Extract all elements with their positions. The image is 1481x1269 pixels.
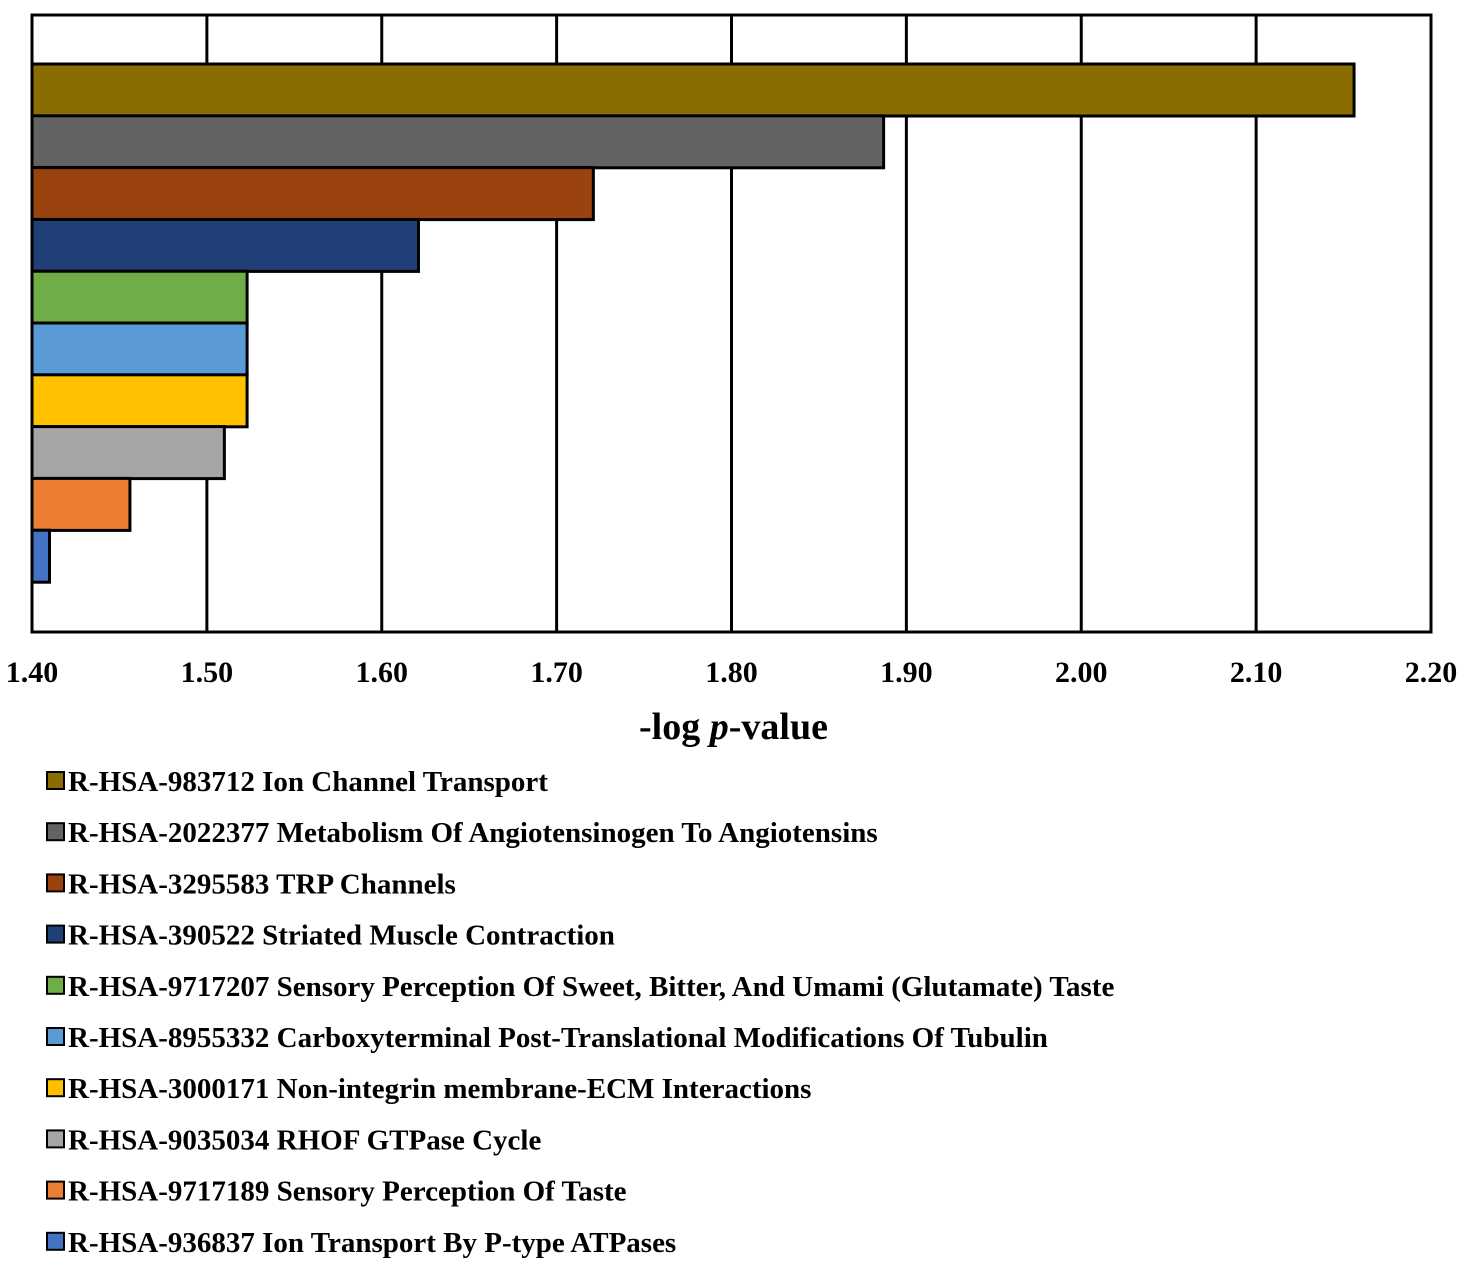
x-axis-title-italic: p [707,706,729,748]
x-tick-label: 1.40 [6,656,59,689]
bar [30,321,249,377]
legend-label: R-HSA-936837 Ion Transport By P-type ATP… [68,1227,676,1259]
bar [30,269,249,325]
legend-swatch [46,1027,65,1046]
legend-label: R-HSA-2022377 Metabolism Of Angiotensino… [68,817,878,849]
legend-label: R-HSA-983712 Ion Channel Transport [68,766,548,798]
x-tick-label: 1.70 [530,656,583,689]
legend-swatch [46,873,65,893]
legend-label: R-HSA-3000171 Non-integrin membrane-ECM … [68,1073,811,1105]
bar [30,528,51,584]
x-axis-title-prefix: -log [639,706,710,748]
legend-swatch [46,1129,65,1149]
x-tick-label: 1.90 [880,656,933,689]
legend-swatch [46,924,65,944]
legend-label: R-HSA-390522 Striated Muscle Contraction [68,920,615,952]
plot-frame [30,13,1433,634]
bar [30,114,886,170]
x-tick-label: 1.60 [356,656,409,689]
legend: R-HSA-983712 Ion Channel Transport R-HSA-… [46,766,1114,1259]
x-tick-label: 2.10 [1230,656,1283,689]
x-tick-label: 2.00 [1055,656,1108,689]
legend-label: R-HSA-9035034 RHOF GTPase Cycle [68,1124,541,1156]
legend-label: R-HSA-8955332 Carboxyterminal Post-Trans… [68,1022,1048,1054]
legend-swatch [46,1180,65,1200]
bars [30,62,1356,584]
bar [30,373,249,429]
legend-label: R-HSA-3295583 TRP Channels [68,868,456,900]
x-axis-title-suffix: -value [729,706,828,748]
x-tick-labels: 1.40 1.50 1.60 1.70 1.80 1.90 2.00 2.10 2.20 [6,656,1458,689]
bar [30,62,1356,118]
legend-swatch [46,975,65,995]
bar [30,476,132,532]
legend-swatch [46,822,65,842]
bar [30,217,420,273]
legend-swatch [46,1231,65,1251]
x-tick-label: 1.80 [705,656,758,689]
x-tick-label: 1.50 [181,656,234,689]
x-axis-title: -log p-value [639,706,828,748]
x-tick-label: 2.20 [1405,656,1458,689]
legend-swatch [46,771,65,790]
legend-label: R-HSA-9717207 Sensory Perception Of Swee… [68,971,1114,1003]
legend-swatch [46,1078,65,1098]
legend-label: R-HSA-9717189 Sensory Perception Of Tast… [68,1176,627,1208]
bar [30,166,595,222]
bar [30,425,226,481]
